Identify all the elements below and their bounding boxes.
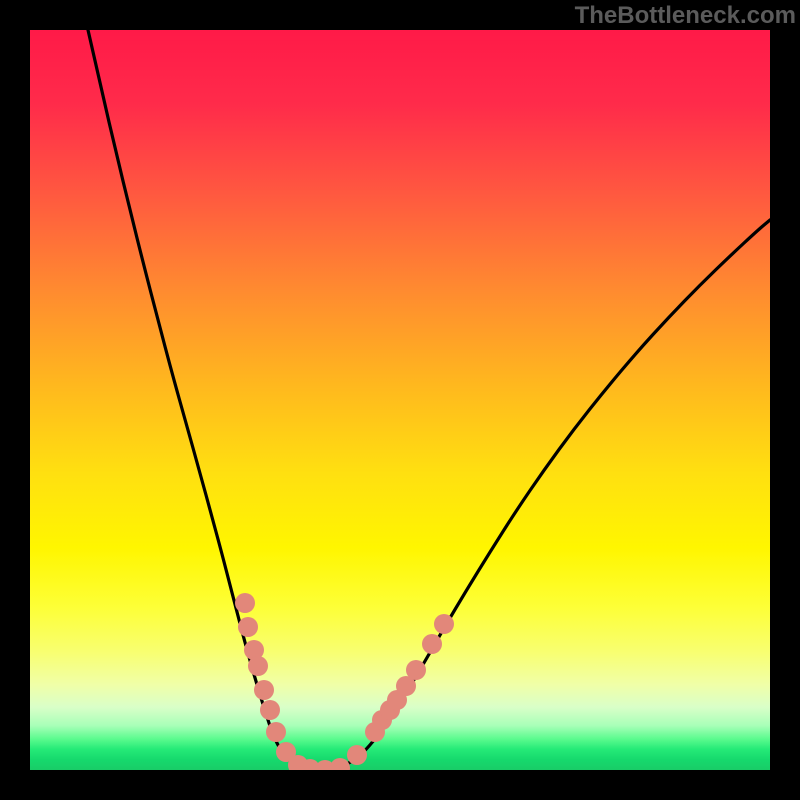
plot-area: [30, 30, 770, 770]
data-marker: [248, 656, 268, 676]
gradient-background: [30, 30, 770, 770]
data-marker: [266, 722, 286, 742]
attribution-text: TheBottleneck.com: [575, 2, 796, 30]
data-marker: [238, 617, 258, 637]
data-marker: [254, 680, 274, 700]
data-marker: [260, 700, 280, 720]
plot-svg: [30, 30, 770, 770]
data-marker: [235, 593, 255, 613]
data-marker: [347, 745, 367, 765]
data-marker: [434, 614, 454, 634]
data-marker: [406, 660, 426, 680]
data-marker: [422, 634, 442, 654]
chart-frame: TheBottleneck.com: [0, 0, 800, 800]
